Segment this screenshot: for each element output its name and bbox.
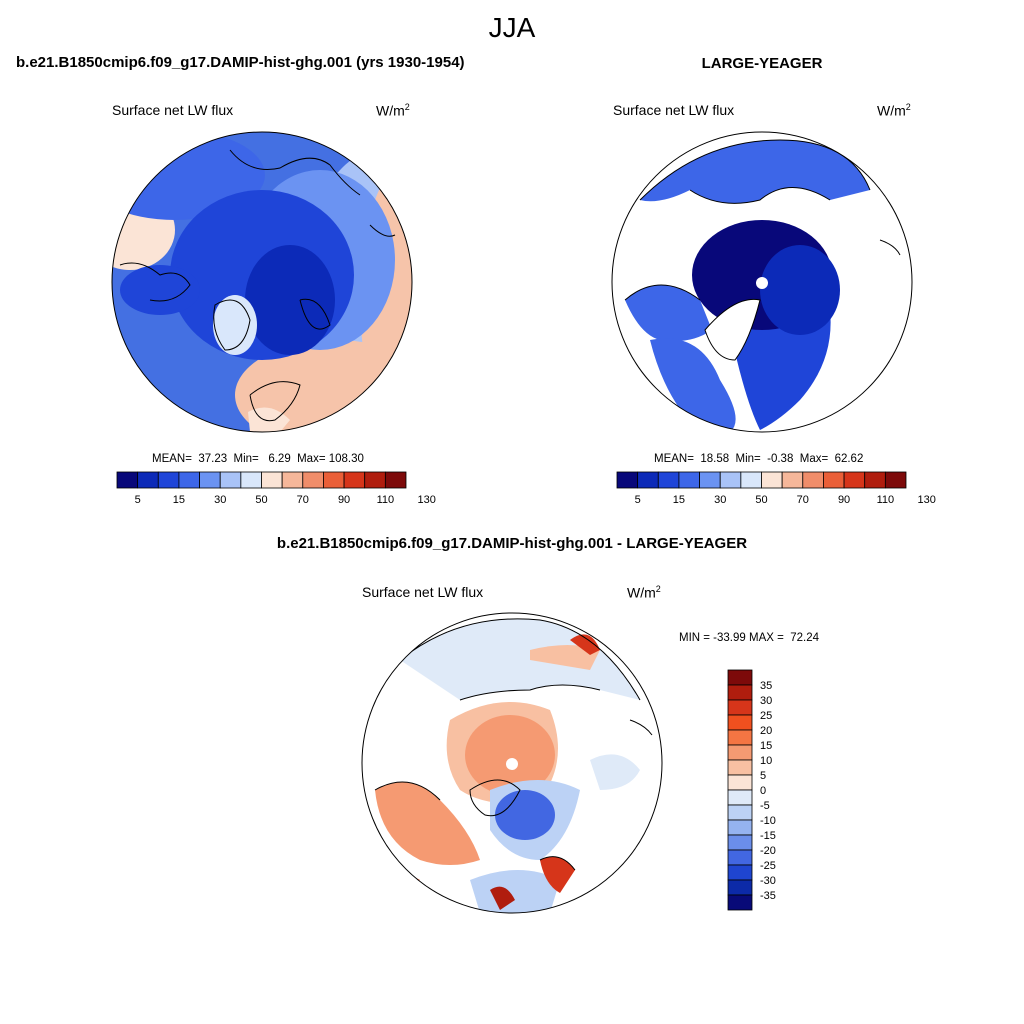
model-units-label: W/m2 bbox=[376, 102, 410, 119]
diff-colorbar-swatch bbox=[727, 894, 753, 911]
model-colorbar-swatch bbox=[281, 471, 304, 489]
model-colorbar-swatch bbox=[219, 471, 242, 489]
model-colorbar-label: 30 bbox=[214, 494, 226, 506]
diff-colorbar-swatch bbox=[727, 729, 753, 746]
obs-colorbar-label: 110 bbox=[877, 494, 895, 506]
model-colorbar-swatch bbox=[384, 471, 407, 489]
diff-colorbar-swatch bbox=[727, 804, 753, 821]
diff-colorbar-swatch bbox=[727, 774, 753, 791]
model-colorbar-label: 130 bbox=[417, 494, 435, 506]
obs-polar-map bbox=[612, 132, 912, 432]
diff-colorbar-swatch bbox=[727, 669, 753, 686]
obs-colorbar-swatch bbox=[864, 471, 886, 489]
obs-colorbar-swatch bbox=[884, 471, 907, 489]
obs-colorbar-swatch bbox=[843, 471, 866, 489]
obs-colorbar-swatch bbox=[678, 471, 700, 489]
obs-colorbar-swatch bbox=[657, 471, 680, 489]
obs-colorbar: 5 15 30 50 70 90 110 130 bbox=[616, 471, 936, 506]
diff-colorbar-swatch bbox=[727, 819, 753, 836]
diff-colorbar-swatch bbox=[727, 714, 753, 731]
model-colorbar-label: 5 bbox=[135, 494, 141, 506]
difference-polar-map bbox=[362, 613, 662, 913]
model-colorbar-swatch bbox=[240, 471, 262, 489]
model-colorbar-swatch bbox=[137, 471, 159, 489]
season-title: JJA bbox=[488, 12, 536, 43]
diff-colorbar-swatch bbox=[727, 849, 753, 866]
model-colorbar-swatch bbox=[364, 471, 386, 489]
diff-colorbar-label: 25 bbox=[760, 710, 772, 722]
obs-colorbar-label: 130 bbox=[917, 494, 935, 506]
model-colorbar-swatch bbox=[343, 471, 366, 489]
diff-colorbar-swatch bbox=[727, 699, 753, 716]
obs-colorbar-swatch bbox=[781, 471, 804, 489]
obs-panel-header: LARGE-YEAGER bbox=[701, 55, 823, 72]
diff-colorbar-label: 15 bbox=[760, 740, 772, 752]
obs-colorbar-swatch bbox=[699, 471, 721, 489]
diff-colorbar-label: -25 bbox=[760, 860, 776, 872]
obs-stats: MEAN= 18.58 Min= -0.38 Max= 62.62 bbox=[654, 453, 864, 465]
diff-colorbar-label: 10 bbox=[760, 755, 772, 767]
model-colorbar-swatch bbox=[157, 471, 180, 489]
model-colorbar-label: 70 bbox=[297, 494, 309, 506]
obs-coastlines bbox=[624, 139, 901, 361]
obs-colorbar-swatch bbox=[719, 471, 742, 489]
model-colorbar-label: 110 bbox=[377, 494, 395, 506]
diff-colorbar-label: -10 bbox=[760, 815, 776, 827]
diff-colorbar-label: -5 bbox=[760, 800, 770, 812]
diff-variable-label: Surface net LW flux bbox=[362, 584, 484, 600]
model-colorbar-label: 50 bbox=[255, 494, 267, 506]
obs-colorbar-label: 50 bbox=[755, 494, 767, 506]
diff-minmax: MIN = -33.99 MAX = 72.24 bbox=[679, 632, 819, 644]
difference-panel-header: b.e21.B1850cmip6.f09_g17.DAMIP-hist-ghg.… bbox=[276, 535, 748, 552]
diff-colorbar-swatch bbox=[727, 789, 753, 806]
diff-colorbar-swatch bbox=[727, 684, 753, 701]
model-stats: MEAN= 37.23 Min= 6.29 Max= 108.30 bbox=[152, 453, 364, 465]
obs-colorbar-label: 70 bbox=[797, 494, 809, 506]
obs-colorbar-label: 5 bbox=[635, 494, 641, 506]
diff-colorbar-swatch bbox=[727, 759, 753, 776]
model-colorbar-swatch bbox=[199, 471, 221, 489]
diff-colorbar-label: 0 bbox=[760, 785, 766, 797]
diff-colorbar-label: -35 bbox=[760, 890, 776, 902]
diff-colorbar-label: -30 bbox=[760, 875, 776, 887]
obs-colorbar-label: 30 bbox=[714, 494, 726, 506]
diff-colorbar-label: 35 bbox=[760, 680, 772, 692]
obs-colorbar-swatch bbox=[616, 471, 639, 489]
diff-colorbar-label: -15 bbox=[760, 830, 776, 842]
model-variable-label: Surface net LW flux bbox=[112, 102, 234, 118]
diff-colorbar-swatch bbox=[727, 879, 753, 896]
obs-colorbar-label: 15 bbox=[673, 494, 685, 506]
model-colorbar: 5 15 30 50 70 90 110 130 bbox=[116, 471, 436, 506]
model-colorbar-label: 90 bbox=[338, 494, 350, 506]
model-colorbar-swatch bbox=[302, 471, 324, 489]
model-panel-header: b.e21.B1850cmip6.f09_g17.DAMIP-hist-ghg.… bbox=[16, 54, 465, 71]
diff-colorbar-swatch bbox=[727, 834, 753, 851]
obs-units-label: W/m2 bbox=[877, 102, 911, 119]
obs-colorbar-swatch bbox=[740, 471, 762, 489]
model-colorbar-swatch bbox=[178, 471, 200, 489]
diff-colorbar-swatch bbox=[727, 744, 753, 761]
difference-colorbar: 35 30 25 20 15 10 5 0 -5 -10 -15 -20 -25 -30 -35 bbox=[727, 669, 776, 911]
model-polar-map bbox=[112, 132, 412, 432]
diff-colorbar-label: 30 bbox=[760, 695, 772, 707]
model-colorbar-swatch bbox=[116, 471, 139, 489]
diff-colorbar-label: 5 bbox=[760, 770, 766, 782]
difference-coastlines bbox=[374, 618, 653, 871]
obs-colorbar-swatch bbox=[823, 471, 845, 489]
obs-colorbar-label: 90 bbox=[838, 494, 850, 506]
model-colorbar-swatch bbox=[261, 471, 283, 489]
diff-colorbar-swatch bbox=[727, 864, 753, 881]
diff-colorbar-label: -20 bbox=[760, 845, 776, 857]
obs-colorbar-swatch bbox=[637, 471, 659, 489]
model-colorbar-swatch bbox=[323, 471, 345, 489]
diff-colorbar-label: 20 bbox=[760, 725, 772, 737]
obs-colorbar-swatch bbox=[802, 471, 824, 489]
obs-variable-label: Surface net LW flux bbox=[613, 102, 735, 118]
obs-colorbar-swatch bbox=[761, 471, 783, 489]
model-coastlines bbox=[119, 149, 396, 422]
diff-units-label: W/m2 bbox=[627, 584, 661, 601]
model-colorbar-label: 15 bbox=[173, 494, 185, 506]
